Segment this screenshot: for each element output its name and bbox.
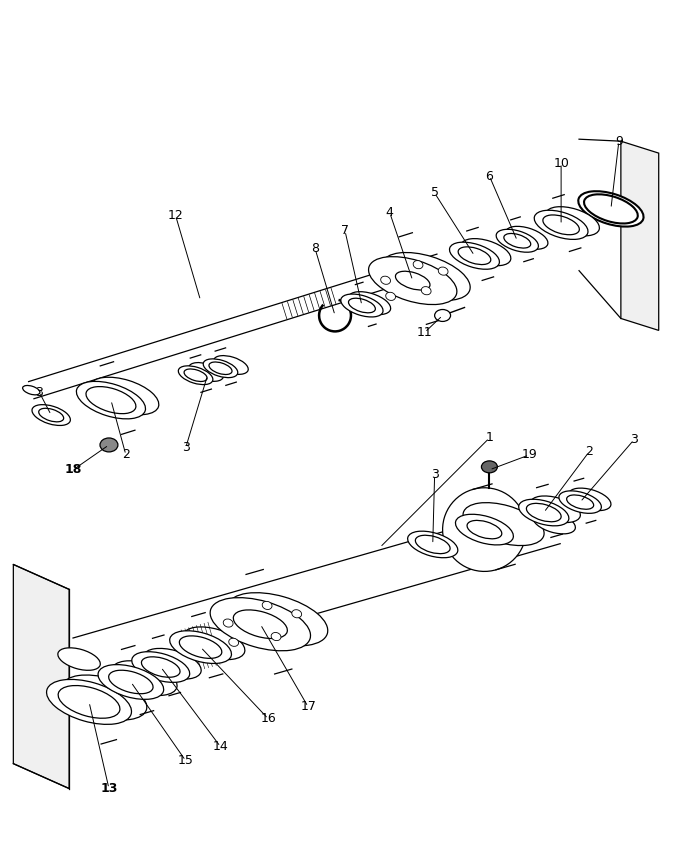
Ellipse shape bbox=[108, 670, 153, 694]
Ellipse shape bbox=[341, 294, 383, 317]
Ellipse shape bbox=[203, 359, 238, 378]
Ellipse shape bbox=[141, 657, 180, 678]
Ellipse shape bbox=[368, 257, 457, 305]
Text: 3: 3 bbox=[35, 386, 43, 399]
Ellipse shape bbox=[32, 405, 71, 425]
Ellipse shape bbox=[189, 362, 224, 381]
Ellipse shape bbox=[262, 601, 272, 610]
Ellipse shape bbox=[534, 210, 588, 239]
Text: 1: 1 bbox=[486, 431, 493, 444]
Ellipse shape bbox=[442, 488, 526, 572]
Ellipse shape bbox=[213, 356, 248, 375]
Text: 15: 15 bbox=[178, 754, 193, 767]
Text: 13: 13 bbox=[100, 782, 117, 795]
Ellipse shape bbox=[458, 247, 490, 264]
Polygon shape bbox=[13, 565, 69, 789]
Text: 2: 2 bbox=[122, 449, 130, 461]
Ellipse shape bbox=[449, 242, 499, 269]
Ellipse shape bbox=[407, 531, 458, 558]
Ellipse shape bbox=[132, 652, 190, 683]
Ellipse shape bbox=[183, 627, 245, 660]
Text: 14: 14 bbox=[213, 740, 228, 753]
Ellipse shape bbox=[292, 610, 302, 618]
Text: 5: 5 bbox=[431, 187, 438, 200]
Text: 4: 4 bbox=[386, 207, 394, 220]
Ellipse shape bbox=[62, 675, 147, 720]
Ellipse shape bbox=[467, 520, 501, 539]
Ellipse shape bbox=[100, 438, 118, 452]
Text: 7: 7 bbox=[341, 225, 349, 238]
Text: 6: 6 bbox=[486, 170, 493, 183]
Ellipse shape bbox=[58, 685, 120, 718]
Text: 19: 19 bbox=[521, 449, 537, 461]
Ellipse shape bbox=[228, 638, 239, 647]
Ellipse shape bbox=[504, 233, 531, 248]
Ellipse shape bbox=[179, 636, 222, 659]
Ellipse shape bbox=[530, 496, 580, 523]
Text: 8: 8 bbox=[311, 242, 319, 255]
Text: 12: 12 bbox=[168, 209, 184, 222]
Text: 2: 2 bbox=[585, 445, 593, 458]
Polygon shape bbox=[621, 141, 659, 331]
Ellipse shape bbox=[519, 499, 569, 526]
Ellipse shape bbox=[38, 408, 64, 422]
Ellipse shape bbox=[567, 495, 593, 509]
Ellipse shape bbox=[545, 207, 600, 236]
Text: 17: 17 bbox=[300, 700, 316, 714]
Ellipse shape bbox=[413, 261, 423, 269]
Ellipse shape bbox=[227, 592, 328, 646]
Ellipse shape bbox=[386, 292, 396, 300]
Ellipse shape bbox=[111, 660, 177, 696]
Ellipse shape bbox=[348, 298, 375, 313]
Ellipse shape bbox=[381, 276, 390, 284]
Ellipse shape bbox=[223, 619, 233, 627]
Ellipse shape bbox=[421, 287, 431, 294]
Ellipse shape bbox=[578, 191, 643, 226]
Ellipse shape bbox=[526, 504, 561, 522]
Ellipse shape bbox=[210, 598, 311, 651]
Ellipse shape bbox=[435, 309, 451, 321]
Text: 3: 3 bbox=[630, 433, 638, 447]
Ellipse shape bbox=[271, 633, 281, 641]
Ellipse shape bbox=[569, 488, 611, 511]
Ellipse shape bbox=[496, 229, 539, 252]
Ellipse shape bbox=[143, 648, 201, 679]
Ellipse shape bbox=[233, 610, 287, 639]
Ellipse shape bbox=[543, 215, 580, 235]
Ellipse shape bbox=[382, 252, 470, 300]
Ellipse shape bbox=[23, 386, 40, 395]
Text: 18: 18 bbox=[64, 463, 82, 476]
Text: 10: 10 bbox=[553, 157, 569, 170]
Ellipse shape bbox=[58, 647, 100, 671]
Ellipse shape bbox=[169, 631, 231, 664]
Ellipse shape bbox=[98, 665, 164, 699]
Ellipse shape bbox=[395, 271, 430, 290]
Ellipse shape bbox=[584, 195, 638, 224]
Ellipse shape bbox=[90, 377, 159, 415]
Ellipse shape bbox=[482, 461, 497, 473]
Ellipse shape bbox=[461, 238, 511, 266]
Ellipse shape bbox=[463, 503, 544, 546]
Text: 3: 3 bbox=[182, 442, 189, 455]
Ellipse shape bbox=[348, 292, 390, 314]
Ellipse shape bbox=[178, 366, 213, 385]
Ellipse shape bbox=[76, 381, 145, 418]
Text: 11: 11 bbox=[417, 326, 433, 339]
Ellipse shape bbox=[456, 514, 513, 545]
Ellipse shape bbox=[209, 362, 232, 375]
Ellipse shape bbox=[184, 369, 207, 381]
Text: 3: 3 bbox=[431, 468, 438, 481]
Ellipse shape bbox=[438, 267, 448, 276]
Ellipse shape bbox=[47, 679, 132, 724]
Text: 16: 16 bbox=[261, 712, 276, 725]
Ellipse shape bbox=[533, 511, 576, 534]
Text: 9: 9 bbox=[615, 134, 623, 148]
Ellipse shape bbox=[559, 491, 602, 513]
Ellipse shape bbox=[415, 536, 450, 554]
Ellipse shape bbox=[506, 226, 548, 249]
Ellipse shape bbox=[86, 387, 136, 413]
